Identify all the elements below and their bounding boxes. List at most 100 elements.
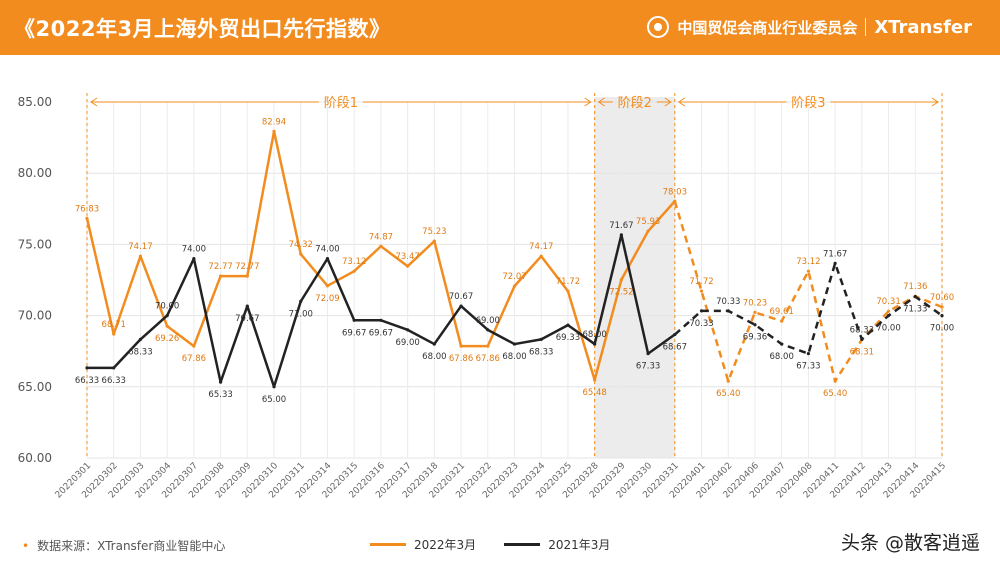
data-point: [218, 380, 223, 384]
data-point: [806, 269, 811, 273]
data-point: [352, 318, 356, 322]
legend-item-2022: 2022年3月: [370, 536, 476, 553]
data-point: [272, 385, 276, 389]
data-point: [699, 309, 704, 313]
data-point: [165, 324, 169, 328]
data-point: [138, 337, 143, 341]
data-label: 69.00: [395, 338, 419, 348]
data-label: 70.31: [876, 297, 900, 307]
data-label: 74.00: [182, 245, 206, 255]
data-label: 74.00: [315, 245, 339, 255]
phase-arrow-right-icon: [664, 97, 672, 107]
data-point: [192, 344, 196, 348]
data-label: 66.33: [102, 376, 126, 386]
data-label: 72.09: [315, 294, 339, 304]
data-point: [272, 129, 276, 133]
data-point: [593, 378, 597, 382]
data-point: [512, 342, 517, 346]
data-label: 65.48: [582, 388, 606, 398]
data-point: [726, 379, 730, 383]
data-label: 67.33: [636, 362, 660, 372]
data-point: [913, 295, 917, 299]
data-point: [512, 284, 517, 288]
data-label: 72.07: [502, 272, 526, 282]
legend-item-2021: 2021年3月: [504, 536, 610, 553]
data-label: 70.00: [155, 302, 179, 312]
data-label: 68.31: [850, 348, 874, 358]
data-label: 71.72: [689, 277, 713, 287]
data-point: [566, 323, 570, 327]
data-point: [406, 328, 410, 332]
data-label: 75.23: [422, 227, 446, 237]
data-label: 74.17: [128, 242, 152, 252]
data-label: 74.32: [289, 240, 313, 250]
data-point: [886, 309, 891, 313]
legend-swatch-2021: [504, 543, 541, 546]
data-point: [673, 199, 677, 203]
phase-arrow-right-icon: [931, 97, 939, 107]
org-block: 中国贸促会商业行业委员会 XTransfer: [647, 16, 972, 38]
data-point: [379, 318, 383, 322]
data-label: 71.67: [609, 221, 633, 231]
data-point: [593, 342, 597, 346]
data-point: [699, 289, 704, 293]
data-label: 71.00: [289, 309, 313, 319]
page-title: 《2022年3月上海外贸出口先行指数》: [14, 17, 391, 41]
data-point: [165, 314, 169, 318]
phase-label-1: 阶段1: [324, 96, 358, 111]
data-label: 70.60: [930, 293, 954, 303]
data-point: [780, 319, 784, 323]
watermark: 头条 @散客逍遥: [836, 528, 984, 555]
data-point: [432, 342, 436, 346]
legend-label-2022: 2022年3月: [414, 538, 477, 552]
data-point: [806, 352, 811, 356]
y-tick-label: 85.00: [18, 95, 52, 109]
data-label: 67.86: [449, 354, 473, 364]
data-point: [218, 274, 223, 278]
data-label: 68.00: [422, 352, 446, 362]
data-label: 67.86: [476, 354, 500, 364]
data-point: [940, 305, 944, 309]
data-source: • 数据来源：XTransfer商业智能中心: [22, 539, 226, 553]
data-label: 68.33: [529, 347, 553, 357]
y-tick-label: 65.00: [18, 380, 52, 394]
data-label: 68.00: [770, 352, 794, 362]
data-label: 68.33: [128, 347, 152, 357]
data-point: [192, 257, 196, 261]
data-label: 68.71: [102, 320, 126, 330]
data-label: 74.87: [369, 232, 393, 242]
data-point: [299, 299, 303, 303]
y-tick-label: 75.00: [18, 237, 52, 251]
data-point: [299, 252, 303, 256]
data-point: [886, 314, 891, 318]
data-label: 65.33: [208, 390, 232, 400]
data-source-text: 数据来源：XTransfer商业智能中心: [37, 539, 226, 553]
data-label: 68.33: [850, 325, 874, 335]
data-point: [753, 323, 757, 327]
data-point: [833, 261, 837, 265]
data-point: [940, 314, 944, 318]
data-point: [780, 342, 784, 346]
data-label: 68.00: [502, 352, 526, 362]
divider: [865, 18, 867, 36]
data-label: 74.17: [529, 242, 553, 252]
data-label: 70.00: [930, 324, 954, 334]
data-point: [138, 254, 143, 258]
data-label: 67.86: [182, 354, 206, 364]
org-name: 中国贸促会商业行业委员会: [677, 18, 858, 37]
data-label: 73.12: [342, 257, 366, 267]
y-tick-label: 80.00: [18, 166, 52, 180]
data-label: 70.33: [716, 297, 740, 307]
data-point: [619, 278, 623, 282]
chart-legend: 2022年3月 2021年3月: [370, 536, 610, 553]
phase-arrow-left-icon: [677, 97, 686, 107]
data-point: [245, 274, 249, 278]
data-point: [833, 379, 837, 383]
data-point: [112, 366, 116, 370]
data-point: [406, 264, 410, 268]
data-label: 69.67: [369, 328, 393, 338]
data-label: 72.77: [235, 262, 259, 272]
data-label: 69.00: [476, 316, 500, 326]
ccpit-seal-icon: [647, 16, 670, 38]
line-chart: 60.0065.0070.0075.0080.0085.002022030120…: [18, 93, 954, 501]
